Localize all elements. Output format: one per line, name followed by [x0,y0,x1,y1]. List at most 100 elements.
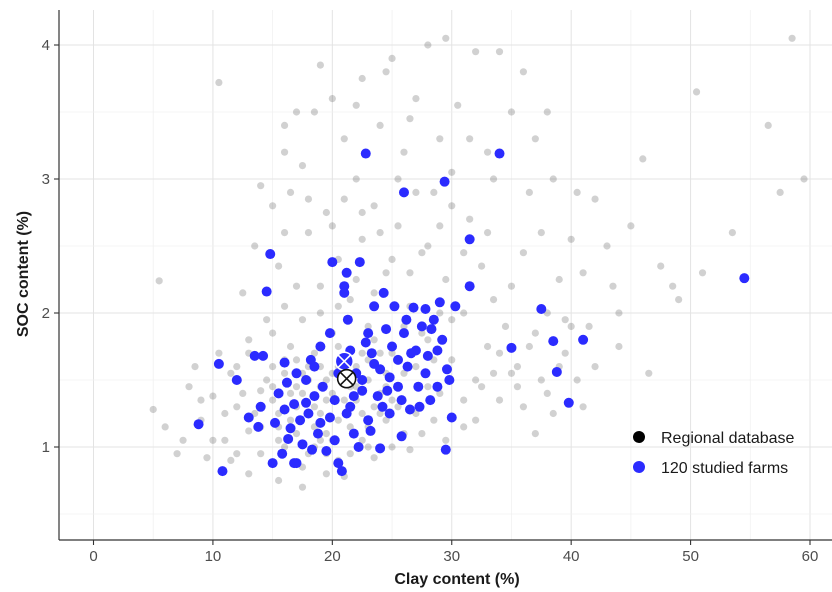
regional-point [519,403,528,411]
studied-farm-point [432,381,443,392]
regional-point [364,443,372,451]
studied-farm-point [548,336,559,347]
regional-point [537,376,545,384]
studied-farm-point [375,443,386,454]
studied-farm-point [551,366,562,377]
studied-farm-point [439,176,450,187]
regional-point [615,342,623,351]
regional-point [531,135,539,143]
regional-point [346,423,354,431]
studied-farm-point [450,301,461,312]
regional-point [358,349,366,357]
studied-farm-point [327,257,338,268]
regional-point [406,269,414,277]
studied-farm-point [536,303,547,314]
regional-point [316,282,324,290]
regional-point [239,289,247,297]
studied-farm-point [348,428,359,439]
studied-farm-point [372,391,383,402]
regional-point [472,48,480,56]
regional-point [513,363,522,371]
studied-farm-point [384,408,395,419]
regional-point [645,369,653,377]
regional-point [179,436,187,444]
regional-point [322,430,330,438]
regional-point [376,349,384,357]
regional-point [274,262,283,270]
regional-point [340,135,348,143]
regional-point [400,369,408,377]
regional-point [591,195,599,203]
y-tick-label: 3 [42,171,50,188]
mean-marker-studied-farms [334,351,355,372]
regional-point [388,396,396,404]
regional-point [161,423,169,431]
regional-point [245,470,253,478]
studied-farm-point [440,444,451,455]
studied-farm-point [357,375,368,385]
studied-farm-point [243,412,254,423]
regional-point [352,175,360,183]
regional-point [298,162,307,170]
regional-point [370,202,378,210]
regional-point [489,296,498,304]
x-tick-label: 20 [324,548,341,565]
regional-point [263,316,271,324]
studied-farm-point [267,458,278,469]
regional-point [370,403,378,411]
x-tick-label: 50 [682,548,699,565]
regional-point [430,416,438,424]
regional-point [322,470,330,478]
regional-point [495,48,504,56]
mean-marker-cross [339,371,354,386]
regional-point [406,115,414,123]
regional-point [567,235,575,243]
x-tick-label: 60 [802,548,819,565]
regional-point [543,108,551,116]
regional-point [340,195,348,203]
studied-farm-point [249,350,260,361]
regional-point [549,409,557,418]
studied-farm-point [408,302,419,313]
regional-point [555,275,563,284]
regional-point [460,423,468,431]
studied-farm-point [303,408,314,419]
regional-point [537,229,545,237]
studied-farm-point [428,314,439,325]
regional-point [298,316,307,324]
regional-point [388,255,396,263]
regional-point [173,450,181,458]
studied-farm-point [357,385,368,396]
regional-point [507,108,516,116]
regional-point [245,427,253,435]
regional-point [567,322,575,330]
studied-farm-point [285,423,296,434]
regional-point [191,363,199,371]
studied-farm-point [255,401,266,412]
regional-point [370,336,378,344]
studied-farm-point [494,148,505,159]
studied-farm-point [382,385,393,396]
studied-farm-point [309,391,320,402]
regional-point [155,277,163,285]
regional-point [280,148,289,156]
regional-point [495,396,504,404]
regional-point [352,363,360,371]
studied-farm-point [317,381,328,392]
studied-farm-point [464,281,475,292]
studied-farm-point [324,328,335,339]
regional-point [233,450,241,458]
regional-point [257,450,265,458]
regional-point [274,436,283,444]
regional-point [280,369,289,377]
regional-point [364,322,372,330]
studied-farm-point [270,417,281,428]
regional-point [298,483,307,491]
studied-farm-point [265,249,276,260]
regional-point [394,403,402,411]
studied-farm-point [309,361,320,372]
regional-point [352,275,360,284]
grid-lines [59,10,832,540]
studied-farm-point [398,328,409,339]
studied-farm-point [464,234,475,245]
